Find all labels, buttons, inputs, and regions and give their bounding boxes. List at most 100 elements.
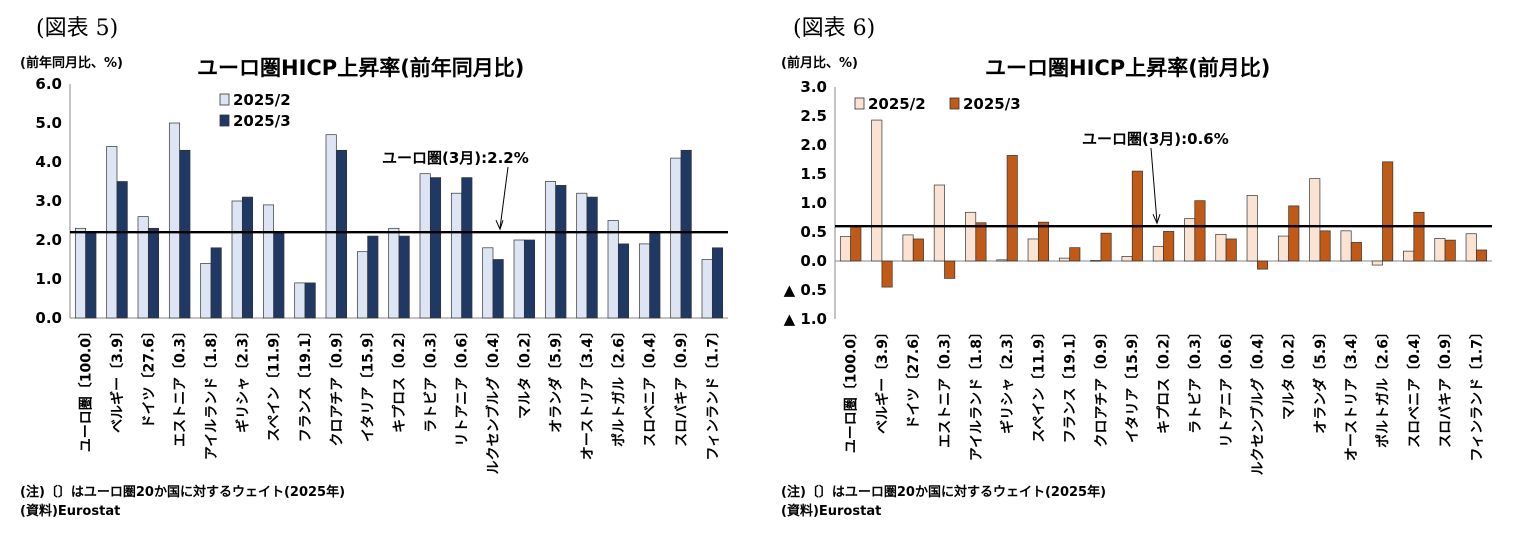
- bar-series2: [147, 227, 160, 319]
- bar-series1: [325, 134, 337, 319]
- bar-series2: [586, 196, 598, 319]
- bar-series1: [168, 122, 181, 319]
- x-tick-label: スペイン〔11.9〕: [267, 324, 283, 442]
- y-tick-label: 1.0: [35, 270, 62, 288]
- bar-series2: [304, 282, 316, 319]
- bar-series2: [523, 239, 536, 319]
- bar-series2: [116, 181, 128, 319]
- x-tick-label: リトアニア〔0.6〕: [455, 324, 471, 447]
- bar-series2: [210, 247, 222, 319]
- x-tick-label: オランダ〔5.9〕: [1312, 325, 1329, 434]
- bar-series1: [839, 236, 851, 262]
- x-tick-label: スロベニア〔0.4〕: [643, 324, 659, 447]
- chart-svg: ▲ 1.0 ▲ 0.5 0.0 0.5 1.0 1.5 2.0 2.5 3.0 ユーロ圏〔100.…: [784, 78, 1492, 475]
- legend-swatch: [949, 97, 960, 110]
- bar-series1: [356, 251, 369, 319]
- x-tick-label: ユーロ圏〔100.0〕: [844, 325, 860, 453]
- bar-series2: [711, 247, 724, 319]
- reference-line-label: ユーロ圏(3月):2.2%: [382, 149, 529, 167]
- bar-series2: [912, 238, 924, 262]
- bar-series2: [1038, 221, 1050, 262]
- bar-series2: [975, 222, 987, 262]
- x-tick-label: マルタ〔0.2〕: [1282, 325, 1298, 420]
- figure-label: (図表 5): [36, 16, 119, 41]
- legend-swatch: [219, 93, 230, 106]
- legend-label: 2025/2: [233, 91, 291, 109]
- x-tick-label: スロベニア〔0.4〕: [1407, 325, 1423, 448]
- bar-series2: [944, 260, 956, 279]
- y-tick-label: 0.0: [35, 309, 62, 327]
- y-tick-label: ▲ 0.5: [784, 281, 827, 299]
- y-tick-label: 5.0: [35, 114, 62, 132]
- bar-series2: [398, 235, 410, 319]
- chart-title: ユーロ圏HICP上昇率(前月比): [985, 56, 1271, 80]
- bar-series1: [1277, 235, 1289, 262]
- legend-label: 2025/2: [868, 95, 926, 113]
- bar-series1: [1121, 256, 1133, 262]
- x-tick-label: スロバキア〔0.9〕: [1438, 325, 1454, 448]
- bar-series2: [367, 235, 379, 319]
- bar-series2: [492, 259, 504, 319]
- x-tick-label: ラトビア〔0.3〕: [1188, 325, 1204, 434]
- annotation-arrowhead: [495, 219, 504, 231]
- bar-series2: [617, 243, 630, 319]
- bar-series2: [1131, 170, 1143, 262]
- annotation-arrowhead: [1152, 213, 1161, 225]
- bar-series2: [881, 260, 893, 288]
- bar-series2: [461, 177, 473, 319]
- x-tick-label: オーストリア〔3.4〕: [1344, 325, 1360, 461]
- bar-series2: [1413, 211, 1425, 262]
- bar-series2: [1100, 232, 1112, 262]
- bar-series2: [1319, 230, 1331, 262]
- x-tick-label: ギリシャ〔2.3〕: [999, 325, 1016, 434]
- x-tick-label: リトアニア〔0.6〕: [1219, 325, 1235, 448]
- bar-series2: [241, 196, 254, 319]
- bar-series1: [1215, 233, 1227, 262]
- bar-series1: [231, 200, 243, 319]
- bar-series1: [965, 211, 977, 262]
- x-tick-label: イタリア〔15.9〕: [1125, 325, 1141, 443]
- bar-series2: [273, 231, 285, 319]
- bar-series1: [294, 282, 306, 319]
- y-tick-label: 1.5: [800, 165, 827, 183]
- legend-label: 2025/3: [233, 112, 291, 130]
- bar-series1: [482, 247, 494, 319]
- bar-series2: [1006, 155, 1018, 262]
- x-tick-label: キプロス〔0.2〕: [392, 324, 408, 433]
- bar-series2: [1194, 200, 1206, 262]
- x-tick-label: フィンランド〔1.7〕: [705, 324, 721, 461]
- bar-series2: [1444, 239, 1456, 262]
- bar-series1: [638, 243, 651, 319]
- x-tick-label: スペイン〔11.9〕: [1031, 325, 1047, 443]
- bar-series1: [513, 239, 525, 319]
- x-tick-label: ルクセンブルグ〔0.4〕: [485, 324, 502, 474]
- bar-series1: [262, 204, 275, 319]
- legend-swatch: [219, 114, 230, 127]
- x-tick-label: クロアチア〔0.9〕: [1094, 325, 1110, 448]
- bar-series1: [1403, 250, 1415, 262]
- bar-series2: [850, 225, 862, 262]
- bar-series2: [429, 177, 442, 319]
- bar-series1: [1371, 260, 1383, 266]
- bar-series2: [649, 231, 661, 319]
- x-tick-label: キプロス〔0.2〕: [1157, 325, 1173, 434]
- x-tick-label: ギリシャ〔2.3〕: [234, 324, 251, 433]
- x-tick-label: アイルランド〔1.8〕: [969, 325, 985, 461]
- reference-line-label: ユーロ圏(3月):0.6%: [1082, 130, 1229, 148]
- x-tick-label: アイルランド〔1.8〕: [204, 324, 220, 460]
- bar-series1: [450, 192, 463, 319]
- chart-panel-right: (図表 6) (前月比、%) ユーロ圏HICP上昇率(前月比) ▲ 1.0 ▲ 0…: [757, 0, 1513, 542]
- x-tick-label: エストニア〔0.3〕: [938, 325, 954, 448]
- x-tick-label: ラトビア〔0.3〕: [423, 324, 439, 433]
- bar-series2: [179, 149, 191, 319]
- bar-series1: [1340, 230, 1352, 262]
- x-tick-label: ドイツ〔27.6〕: [141, 324, 157, 429]
- x-tick-label: オーストリア〔3.4〕: [580, 324, 596, 460]
- annotation-arrow: [1150, 147, 1158, 223]
- bar-series2: [1382, 161, 1394, 262]
- bar-series2: [335, 149, 348, 319]
- bar-series2: [1288, 205, 1300, 262]
- bar-series1: [670, 157, 682, 319]
- bar-series1: [1465, 233, 1477, 262]
- chart-source: (資料)Eurostat: [20, 504, 121, 519]
